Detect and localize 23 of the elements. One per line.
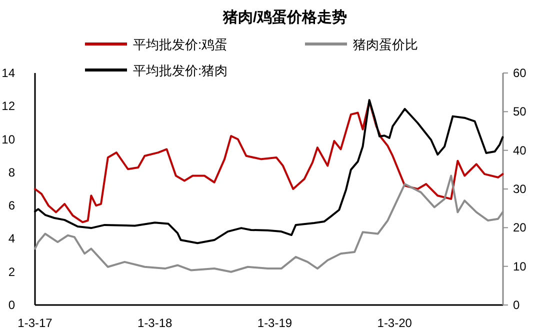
chart-title: 猪肉/鸡蛋价格走势 [222,9,348,26]
legend-label: 猪肉蛋价比 [353,37,418,52]
x-tick-label: 1-3-18 [138,316,173,330]
y-tick-label: 14 [2,66,16,80]
y-tick-label: 2 [8,264,16,279]
y2-tick-label: 50 [513,104,527,119]
y2-tick-label: 40 [513,143,527,158]
legend-label: 平均批发价:猪肉 [133,63,228,78]
legend-label: 平均批发价:鸡蛋 [133,37,228,52]
y-tick-label: 4 [8,232,16,246]
y2-tick-label: 20 [513,220,527,235]
y-tick-label: 10 [2,132,16,146]
y2-tick-label: 0 [513,298,520,312]
y2-tick-label: 60 [513,66,527,80]
x-tick-label: 1-3-19 [257,316,292,330]
y-tick-label: 12 [2,99,16,114]
y-tick-label: 0 [8,298,16,312]
y2-tick-label: 10 [513,259,527,274]
y2-tick-label: 30 [513,182,527,196]
y-tick-label: 6 [8,198,16,213]
x-tick-label: 1-3-17 [18,316,53,330]
x-tick-label: 1-3-20 [377,316,412,330]
y-tick-label: 8 [8,165,16,180]
